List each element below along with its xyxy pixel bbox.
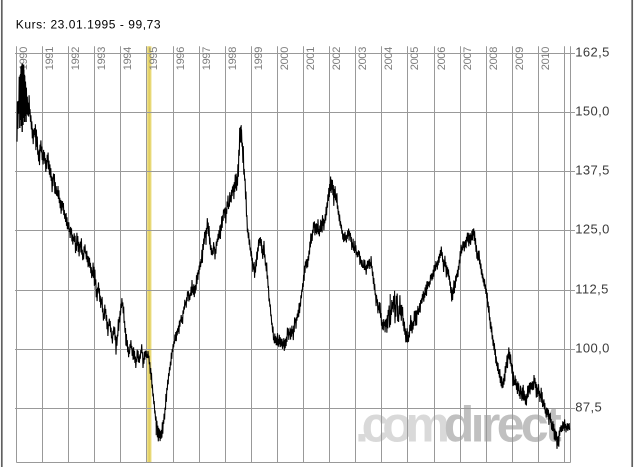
- svg-text:137,5: 137,5: [575, 162, 610, 177]
- svg-text:2009: 2009: [514, 47, 526, 70]
- svg-text:Kurs: 23.01.1995 - 99,73: Kurs: 23.01.1995 - 99,73: [16, 18, 161, 32]
- svg-text:1994: 1994: [122, 47, 134, 70]
- svg-text:112,5: 112,5: [575, 281, 609, 296]
- svg-text:2007: 2007: [462, 47, 474, 70]
- svg-text:2003: 2003: [357, 47, 369, 70]
- svg-text:1992: 1992: [70, 47, 82, 70]
- svg-text:162,5: 162,5: [575, 44, 610, 59]
- svg-text:1995: 1995: [148, 47, 160, 70]
- svg-text:2010: 2010: [540, 47, 552, 70]
- svg-text:125,0: 125,0: [575, 221, 610, 236]
- svg-text:87,5: 87,5: [575, 399, 602, 414]
- svg-text:2006: 2006: [436, 47, 448, 70]
- svg-text:100,0: 100,0: [575, 340, 610, 355]
- svg-text:1991: 1991: [44, 47, 56, 70]
- svg-text:1997: 1997: [201, 47, 213, 70]
- svg-text:2004: 2004: [383, 47, 395, 70]
- svg-text:150,0: 150,0: [575, 103, 610, 118]
- svg-text:2000: 2000: [279, 47, 291, 70]
- svg-text:1998: 1998: [227, 47, 239, 70]
- svg-text:1993: 1993: [96, 47, 108, 70]
- svg-text:2002: 2002: [331, 47, 343, 70]
- svg-text:2008: 2008: [488, 47, 500, 70]
- svg-text:.comdırect: .comdırect: [355, 397, 562, 453]
- svg-text:1999: 1999: [253, 47, 265, 70]
- svg-text:2005: 2005: [409, 47, 421, 70]
- svg-text:1990: 1990: [18, 47, 30, 70]
- svg-text:2001: 2001: [305, 47, 317, 70]
- svg-text:1996: 1996: [175, 47, 187, 70]
